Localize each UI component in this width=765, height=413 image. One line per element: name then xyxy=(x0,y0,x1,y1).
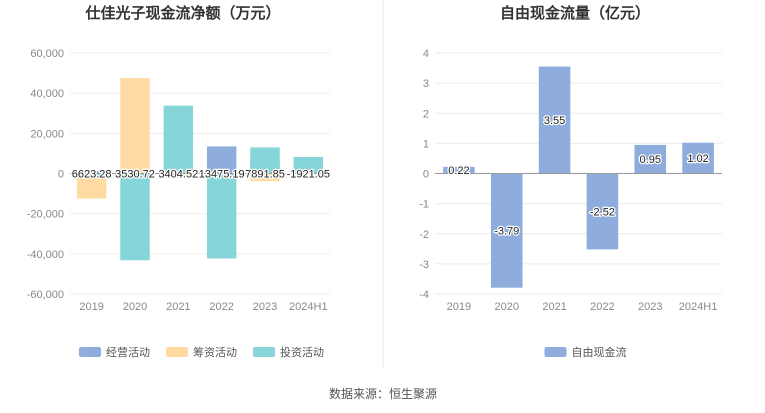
source-note: 数据来源：恒生聚源 xyxy=(329,386,437,401)
x-tick-label: 2021 xyxy=(166,301,190,313)
x-tick-label: 2022 xyxy=(590,301,614,313)
data-label: 3404.52 xyxy=(158,169,198,181)
x-tick-label: 2020 xyxy=(495,301,519,313)
bar-3 xyxy=(206,173,237,259)
bar-1 xyxy=(586,173,619,250)
legend-label: 筹资活动 xyxy=(193,345,237,359)
legend-label: 自由现金流 xyxy=(572,345,627,359)
x-tick-label: 2022 xyxy=(209,301,233,313)
x-tick-label: 2021 xyxy=(542,301,566,313)
bar-1 xyxy=(76,171,107,174)
bar-2 xyxy=(120,78,150,174)
data-label: -2.52 xyxy=(590,206,615,218)
bar-1 xyxy=(443,166,475,174)
bar-3 xyxy=(76,173,107,178)
bar-2 xyxy=(76,173,107,199)
y-tick-label: 20,000 xyxy=(30,128,64,140)
bar-1 xyxy=(538,66,571,174)
bar-3 xyxy=(120,173,150,261)
data-label: 3.55 xyxy=(544,115,565,127)
bar-2 xyxy=(163,173,194,178)
bar-2 xyxy=(250,173,280,182)
x-tick-label: 2023 xyxy=(638,301,662,313)
legend-swatch xyxy=(544,347,567,357)
x-tick-label: 2020 xyxy=(123,301,147,313)
data-label: 0.95 xyxy=(640,154,661,166)
bar-1 xyxy=(634,144,667,174)
x-tick-label: 2019 xyxy=(79,301,103,313)
data-label: -3.79 xyxy=(494,226,519,238)
legend-swatch xyxy=(79,347,101,357)
left-chart-title: 仕佳光子现金流净额（万元） xyxy=(84,4,280,22)
y-tick-label: -20,000 xyxy=(27,209,64,221)
legend-label: 经营活动 xyxy=(106,345,150,359)
bar-1 xyxy=(490,173,523,288)
data-label: 0.22 xyxy=(448,165,469,177)
x-tick-label: 2023 xyxy=(253,301,277,313)
data-label: 6623.28 xyxy=(72,169,112,181)
data-label: 3530.72 xyxy=(115,169,155,181)
bar-3 xyxy=(250,147,280,174)
y-tick-label: 1 xyxy=(423,138,429,150)
legend-swatch xyxy=(253,347,275,357)
data-label: 13475.19 xyxy=(199,169,245,181)
y-tick-label: 60,000 xyxy=(30,48,64,60)
y-tick-label: -40,000 xyxy=(27,249,64,261)
y-tick-label: -1 xyxy=(419,199,429,211)
x-tick-label: 2019 xyxy=(447,301,471,313)
legend-label: 投资活动 xyxy=(280,345,324,359)
data-label: 7891.85 xyxy=(245,169,285,181)
y-tick-label: 0 xyxy=(58,169,64,181)
y-tick-label: 4 xyxy=(423,48,429,60)
x-tick-label: 2024H1 xyxy=(679,301,718,313)
y-tick-label: -3 xyxy=(419,259,429,271)
y-tick-label: 3 xyxy=(423,78,429,90)
legend-swatch xyxy=(166,347,188,357)
bar-3 xyxy=(163,105,194,174)
x-tick-label: 2024H1 xyxy=(289,301,328,313)
bar-1 xyxy=(682,142,714,174)
y-tick-label: 0 xyxy=(423,169,429,181)
data-label: -1921.05 xyxy=(287,169,330,181)
bar-1 xyxy=(206,146,237,174)
data-label: 1.02 xyxy=(687,153,708,165)
right-chart-title: 自由现金流量（亿元） xyxy=(500,4,650,22)
y-tick-label: -60,000 xyxy=(27,289,64,301)
right-chart: 4 3 2 1 0 -1 -2 -3 -4 2019 2020 2021 2022 2023 2024H1 0… xyxy=(419,48,722,359)
y-tick-label: -2 xyxy=(419,229,429,241)
y-tick-label: -4 xyxy=(419,289,429,301)
left-chart: 60,000 40,000 20,000 0 -20,000 -40,000 -60,000… xyxy=(27,48,332,359)
bar-3 xyxy=(293,157,324,174)
y-tick-label: 40,000 xyxy=(30,88,64,100)
y-tick-label: 2 xyxy=(423,108,429,120)
